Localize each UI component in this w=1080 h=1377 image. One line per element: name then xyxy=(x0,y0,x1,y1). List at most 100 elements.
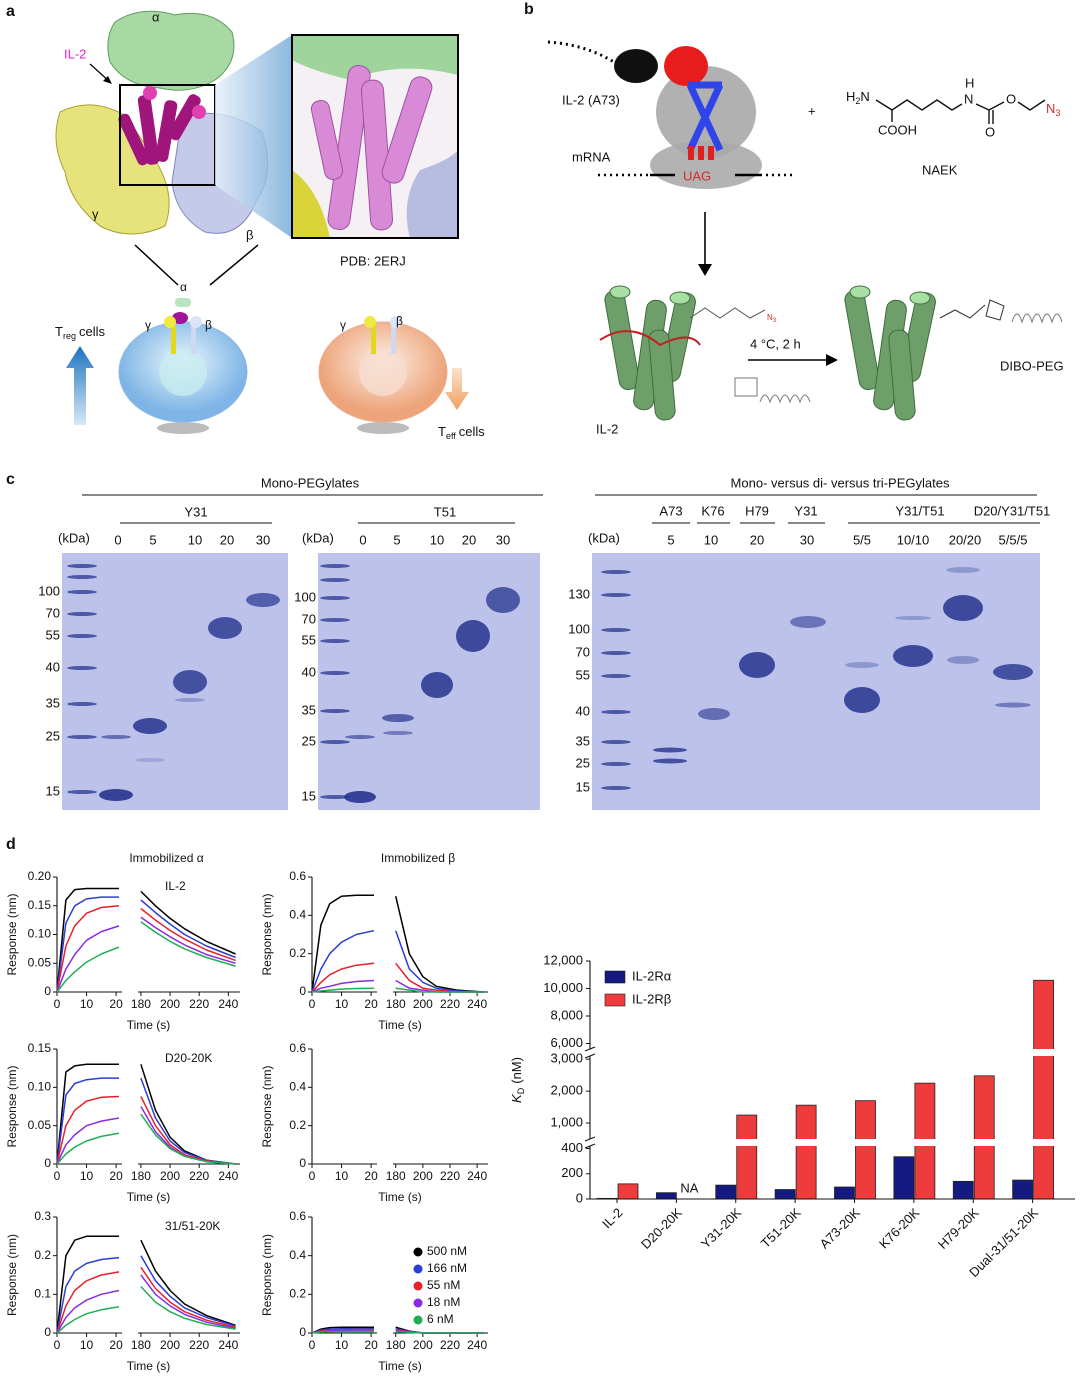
x-tick-label: 180 xyxy=(131,1338,151,1352)
marker-label: 25 xyxy=(302,733,316,748)
group-label: T51 xyxy=(434,504,456,519)
response-curve xyxy=(394,930,484,993)
receptor-label: β xyxy=(396,314,403,328)
plus: + xyxy=(808,103,816,118)
x-tick-label: K76-20K xyxy=(876,1205,923,1252)
response-curve xyxy=(56,1063,119,1165)
response-curve xyxy=(395,1330,484,1334)
group-label: D20/Y31/T51 xyxy=(974,503,1051,518)
axis-break-mark xyxy=(584,1046,596,1059)
legend-label: 6 nM xyxy=(427,1312,454,1326)
lane-label: 20 xyxy=(220,532,234,547)
treg-name: T xyxy=(55,324,63,339)
band xyxy=(993,664,1033,680)
gel-title: Mono-PEGylates xyxy=(261,475,360,490)
annotation: IL-2 xyxy=(165,879,186,893)
band xyxy=(246,593,280,607)
il2-cylinders-part xyxy=(604,289,640,391)
y-tick-label: 0.2 xyxy=(289,1287,306,1301)
azide-tag xyxy=(689,307,766,319)
group-label: Y31 xyxy=(184,504,207,519)
codon: UAG xyxy=(683,168,711,183)
gel xyxy=(592,553,1040,810)
legend-label: IL-2Rα xyxy=(632,968,672,983)
band xyxy=(486,587,520,613)
peg-spring xyxy=(1011,313,1063,324)
response-curve xyxy=(311,929,375,993)
bar xyxy=(795,1104,817,1200)
group-label: A73 xyxy=(659,503,682,518)
response-curve xyxy=(56,1271,120,1334)
teff-cell-part xyxy=(359,348,407,396)
x-axis-label: Time (s) xyxy=(127,1190,171,1204)
band xyxy=(947,656,979,664)
inset-part xyxy=(291,34,459,239)
axis xyxy=(311,877,488,993)
link-lines xyxy=(134,244,259,286)
receptor-label: α xyxy=(180,280,187,294)
y-tick-label: 0.05 xyxy=(28,1118,52,1132)
response-curve xyxy=(311,1327,374,1334)
y-tick-label: 0.6 xyxy=(289,1209,306,1223)
band xyxy=(943,595,983,621)
inset-part xyxy=(292,170,330,238)
band xyxy=(101,735,131,739)
band xyxy=(67,790,97,794)
lane-label: 20 xyxy=(750,532,764,547)
lane-label: 30 xyxy=(496,532,510,547)
marker-label: 55 xyxy=(46,627,60,642)
response-curve xyxy=(56,946,120,993)
x-tick-label: 200 xyxy=(413,1338,433,1352)
up-arrow xyxy=(66,346,94,425)
alpha-label: α xyxy=(152,9,160,24)
band xyxy=(456,620,490,652)
bar xyxy=(1033,979,1055,1200)
lane-label: 20/20 xyxy=(949,532,982,547)
atom: O xyxy=(1006,91,1016,106)
band xyxy=(893,645,933,667)
x-tick-label: 20 xyxy=(109,997,123,1011)
legend-swatch xyxy=(413,1315,423,1325)
band xyxy=(67,666,97,670)
inset-part xyxy=(292,35,458,80)
x-tick-label: 220 xyxy=(440,1169,460,1183)
gamma-label: γ xyxy=(92,206,99,221)
response-curve xyxy=(140,908,236,962)
marker-label: 25 xyxy=(576,755,590,770)
x-tick-label: 200 xyxy=(160,1169,180,1183)
legend-label: 55 nM xyxy=(427,1278,460,1292)
lane-label: 5 xyxy=(667,532,674,547)
x-tick-label: 200 xyxy=(160,1338,180,1352)
band xyxy=(739,652,775,678)
legend-swatch xyxy=(413,1298,423,1308)
response-curve xyxy=(56,1132,120,1165)
y-tick-label: 0.2 xyxy=(34,1248,51,1262)
y-tick-label: 0.10 xyxy=(28,927,52,941)
lane-label: 10/10 xyxy=(897,532,930,547)
axis xyxy=(311,1049,488,1165)
band xyxy=(67,575,97,579)
response-curve xyxy=(56,1289,120,1334)
dibo xyxy=(734,377,758,397)
band xyxy=(320,740,350,744)
beta-label: β xyxy=(246,227,253,242)
pdb-label: PDB: 2ERJ xyxy=(340,253,406,268)
x-tick-label: 10 xyxy=(335,1169,349,1183)
marker-label: 100 xyxy=(568,621,590,636)
y-tick-label: 0.15 xyxy=(28,1041,52,1055)
lane-label: 30 xyxy=(256,532,270,547)
naek-bead xyxy=(664,46,708,86)
legend-swatch xyxy=(413,1281,423,1291)
ribosome-small xyxy=(650,141,762,189)
band xyxy=(845,662,879,668)
il2-helices-part xyxy=(118,113,150,166)
response-curve xyxy=(395,987,484,993)
legend-swatch xyxy=(413,1247,423,1257)
marker-label: 15 xyxy=(46,783,60,798)
marker-label: 35 xyxy=(302,702,316,717)
x-tick-label: 10 xyxy=(80,1169,94,1183)
axis xyxy=(56,1049,240,1165)
y-tick-label: 0.4 xyxy=(289,908,306,922)
x-tick-label: 240 xyxy=(467,997,487,1011)
bar xyxy=(973,1075,995,1200)
